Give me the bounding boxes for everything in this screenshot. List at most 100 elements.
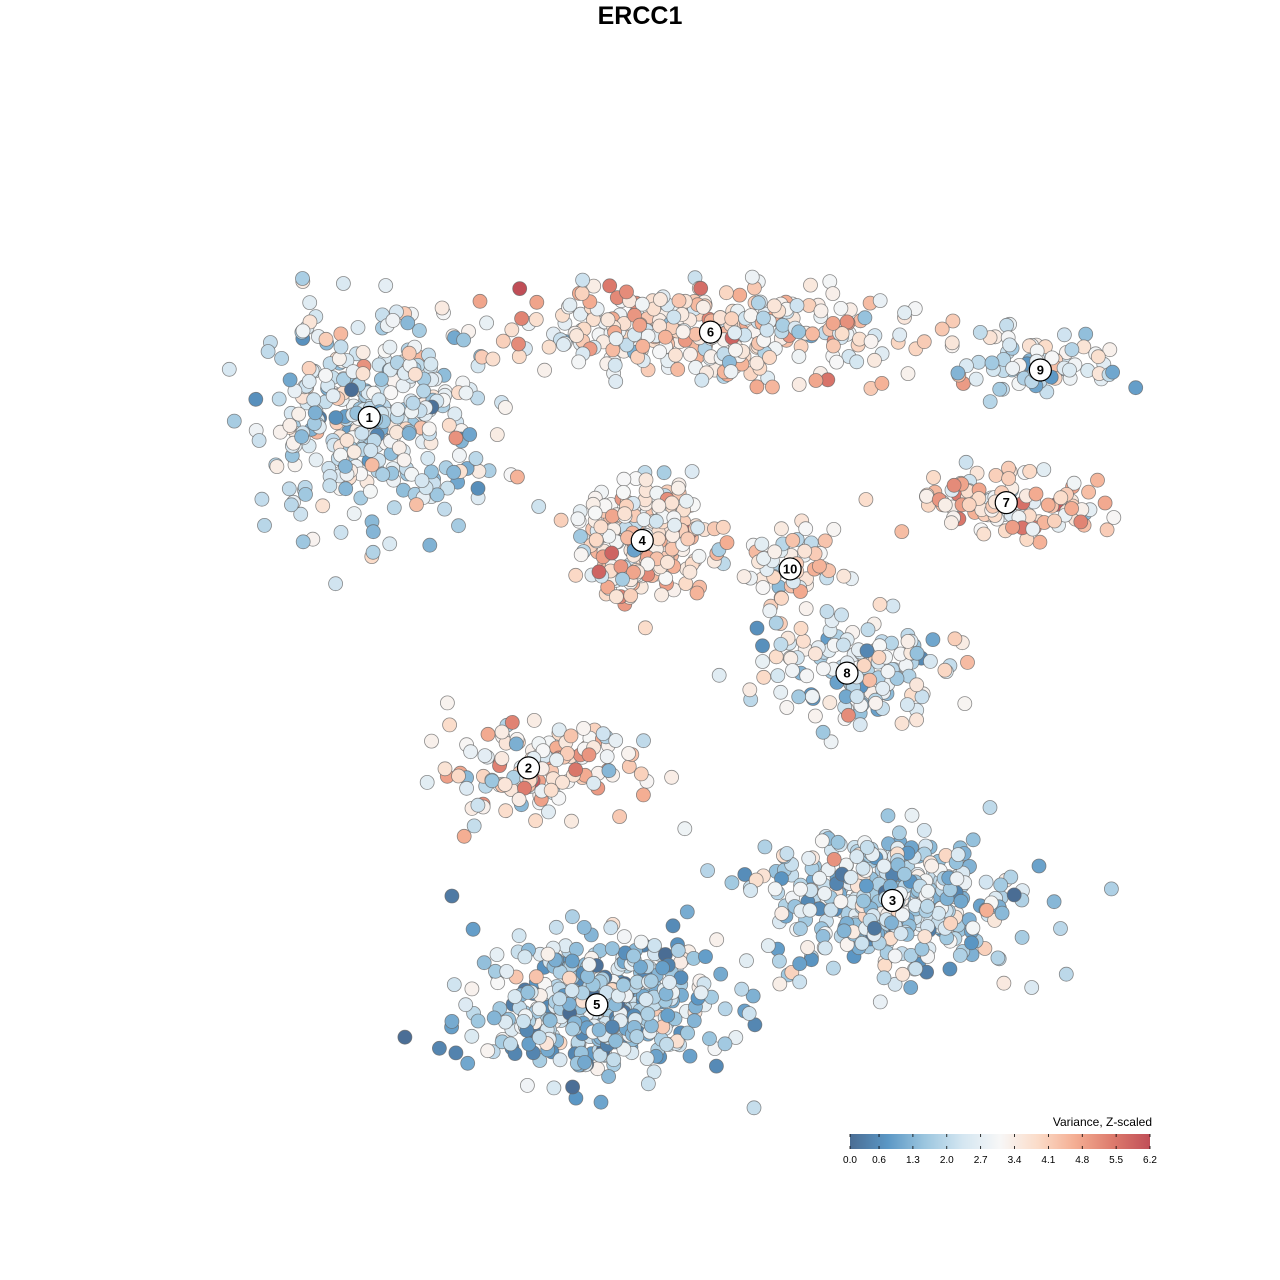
cell-point <box>843 870 859 885</box>
cell-point <box>565 1021 580 1037</box>
cell-point <box>633 934 649 950</box>
cell-point <box>440 480 456 496</box>
cell-point <box>617 506 633 522</box>
cell-point <box>301 360 317 376</box>
cell-point <box>849 849 865 864</box>
cell-point <box>895 966 910 982</box>
cell-point <box>1102 342 1118 358</box>
cell-point <box>1066 475 1082 491</box>
cell-point <box>859 840 875 855</box>
cell-point <box>423 464 439 480</box>
cell-point <box>1053 490 1069 506</box>
cell-point <box>942 961 958 977</box>
cell-point <box>1090 349 1106 365</box>
cell-point <box>416 383 432 399</box>
cell-point <box>765 379 780 395</box>
cell-point <box>462 427 478 442</box>
cell-point <box>871 650 887 665</box>
cell-point <box>957 696 973 711</box>
cell-point <box>616 977 631 993</box>
cell-point <box>858 492 874 507</box>
cell-point <box>660 1008 676 1023</box>
cell-point <box>318 331 334 347</box>
cell-point <box>621 746 636 761</box>
cell-point <box>613 559 629 574</box>
cell-point <box>1058 966 1074 982</box>
cluster-label-text: 4 <box>639 533 647 548</box>
cell-point <box>333 326 349 342</box>
cell-point <box>920 883 936 899</box>
cell-point <box>322 478 338 494</box>
cell-point <box>698 949 713 964</box>
cell-point <box>1078 326 1094 342</box>
cluster-label-5: 5 <box>585 993 609 1017</box>
cluster-label-text: 3 <box>889 893 896 908</box>
cell-point <box>900 634 916 649</box>
cell-point <box>338 481 354 497</box>
cell-point <box>950 365 966 381</box>
cell-point <box>612 809 627 824</box>
cell-point <box>542 1013 558 1028</box>
cell-point <box>950 847 966 862</box>
cell-point <box>670 480 686 496</box>
cell-point <box>335 276 351 291</box>
cell-point <box>713 966 729 982</box>
cell-point <box>862 672 878 688</box>
colorbar-tick-label: 3.4 <box>1008 1155 1022 1166</box>
cell-point <box>604 941 620 956</box>
cell-point <box>789 298 805 313</box>
cell-point <box>659 1037 674 1052</box>
cell-point <box>947 631 963 647</box>
cell-point <box>365 524 381 540</box>
cell-point <box>675 324 691 340</box>
cell-point <box>867 920 882 936</box>
cell-point <box>608 1033 623 1049</box>
cell-point <box>451 768 466 784</box>
cell-point <box>499 964 515 979</box>
cell-point <box>221 361 237 377</box>
cell-point <box>420 450 436 466</box>
cell-point <box>573 306 588 322</box>
colorbar-tick-label: 4.1 <box>1041 1155 1055 1166</box>
cell-point <box>390 402 406 417</box>
cell-point <box>852 717 868 733</box>
cell-point <box>306 392 322 408</box>
cell-point <box>808 646 823 662</box>
cell-point <box>648 513 664 529</box>
cell-point <box>344 382 359 398</box>
cell-point <box>741 1006 757 1021</box>
cell-point <box>526 713 542 728</box>
cell-point <box>1057 327 1072 343</box>
cell-point <box>528 969 544 985</box>
cell-point <box>829 354 844 370</box>
cell-point <box>437 501 453 517</box>
cell-point <box>808 708 823 724</box>
cell-point <box>600 312 616 328</box>
cell-point <box>1128 380 1144 396</box>
cell-point <box>385 312 401 328</box>
cell-point <box>762 350 777 365</box>
cell-point <box>383 385 399 401</box>
cell-point <box>282 372 298 388</box>
cell-point <box>641 1076 656 1092</box>
cell-point <box>565 909 580 925</box>
cluster-label-marker <box>994 491 1018 515</box>
cell-point <box>856 893 871 909</box>
cell-point <box>555 774 570 790</box>
cell-point <box>773 637 789 652</box>
cell-point <box>633 959 648 975</box>
cell-point <box>797 543 813 559</box>
cell-point <box>616 929 632 944</box>
cell-point <box>677 821 693 837</box>
cell-point <box>724 311 740 327</box>
cell-point <box>608 733 624 748</box>
cell-point <box>640 556 656 572</box>
cell-point <box>680 1025 695 1041</box>
cell-point <box>517 949 533 965</box>
cell-point <box>841 707 856 723</box>
cell-point <box>604 1019 620 1035</box>
cell-point <box>813 303 829 319</box>
cell-point <box>897 305 912 321</box>
cell-point <box>355 344 371 360</box>
cell-point <box>576 721 591 736</box>
